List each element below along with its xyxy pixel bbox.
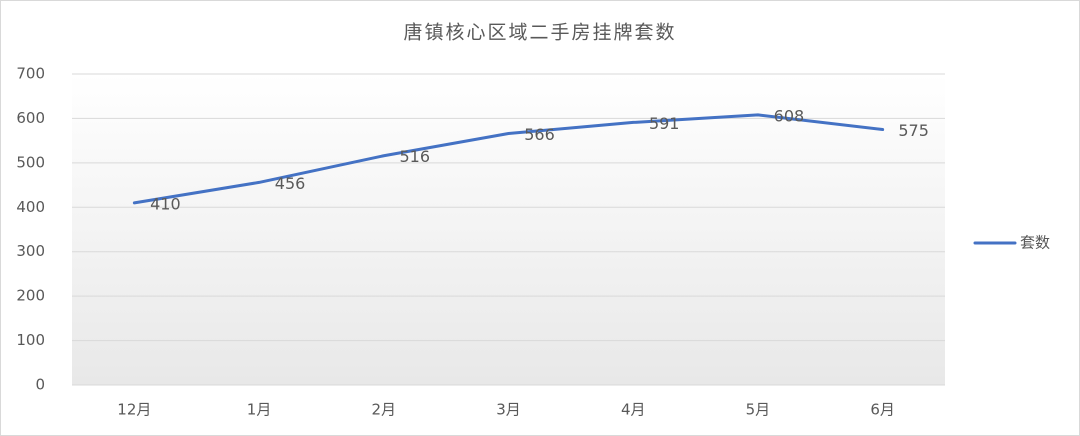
y-tick-label: 500	[16, 153, 45, 171]
data-label: 516	[400, 147, 431, 166]
y-tick-label: 0	[35, 376, 45, 394]
chart-title: 唐镇核心区域二手房挂牌套数	[403, 22, 676, 44]
x-tick-label: 4月	[621, 401, 646, 419]
data-label: 591	[649, 114, 680, 133]
data-label: 575	[898, 121, 929, 140]
plot-area	[72, 74, 945, 385]
x-tick-label: 12月	[117, 401, 151, 419]
x-tick-label: 2月	[372, 401, 397, 419]
x-tick-label: 5月	[746, 401, 771, 419]
y-tick-label: 700	[16, 65, 45, 83]
data-label: 410	[150, 194, 181, 213]
data-label: 566	[524, 125, 555, 144]
data-label: 608	[774, 106, 805, 125]
y-tick-label: 100	[16, 331, 45, 349]
x-tick-label: 6月	[870, 401, 895, 419]
x-tick-label: 3月	[496, 401, 521, 419]
legend-label: 套数	[1020, 234, 1050, 252]
y-tick-label: 200	[16, 287, 45, 305]
y-tick-label: 300	[16, 242, 45, 260]
data-line	[132, 113, 885, 205]
data-label: 456	[275, 174, 306, 193]
y-tick-label: 400	[16, 198, 45, 216]
x-tick-label: 1月	[247, 401, 272, 419]
y-tick-label: 600	[16, 109, 45, 127]
